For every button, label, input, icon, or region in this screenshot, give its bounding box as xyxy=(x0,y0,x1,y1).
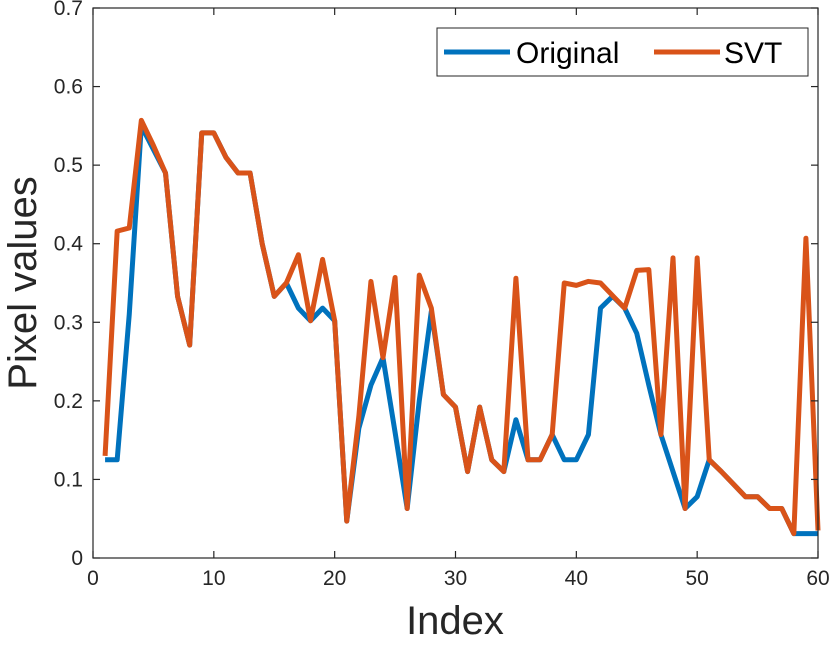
plot-area xyxy=(93,8,818,558)
y-tick-label: 0 xyxy=(71,547,83,570)
y-axis-title: Pixel values xyxy=(1,176,45,389)
legend: Original SVT xyxy=(436,27,809,77)
x-tick-label: 60 xyxy=(806,567,829,590)
x-axis-title: Index xyxy=(406,599,504,643)
y-tick-label: 0.1 xyxy=(54,468,83,491)
y-tick-label: 0.4 xyxy=(54,233,84,256)
x-tick-label: 10 xyxy=(202,567,225,590)
y-tick-label: 0.5 xyxy=(54,154,83,177)
legend-label-original: Original xyxy=(516,37,619,70)
x-tick-label: 30 xyxy=(444,567,467,590)
x-tick-label: 20 xyxy=(323,567,346,590)
y-tick-label: 0.2 xyxy=(54,390,83,413)
series-line-svt xyxy=(102,117,821,537)
tick-layer: 0 10 20 30 40 50 60 0 0.1 0.2 0.3 0.4 0.5 0.6 0.7 xyxy=(54,0,830,590)
y-tick-label: 0.7 xyxy=(54,0,83,20)
y-tick-label: 0.6 xyxy=(54,76,83,99)
x-tick-label: 0 xyxy=(87,567,99,590)
legend-label-svt: SVT xyxy=(724,37,782,70)
x-tick-label: 40 xyxy=(565,567,588,590)
x-tick-label: 50 xyxy=(685,567,708,590)
y-tick-label: 0.3 xyxy=(54,311,83,334)
series-layer xyxy=(102,117,821,537)
